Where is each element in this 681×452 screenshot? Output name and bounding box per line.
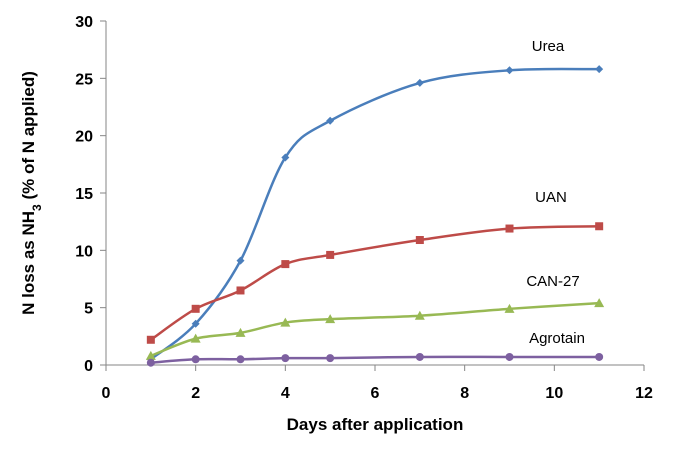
x-tick-label: 6	[371, 385, 380, 402]
y-tick-label: 25	[75, 71, 93, 88]
ticks: 0 5 10 15 20 25 30 0 2 4 6 8 10 12	[75, 14, 653, 402]
series-can-27	[145, 298, 605, 360]
series-labels: Urea UAN CAN-27 Agrotain	[526, 38, 585, 347]
y-tick-label: 10	[75, 243, 93, 260]
urea-point	[415, 78, 424, 87]
agrotain-point	[326, 354, 335, 363]
y-tick-label: 15	[75, 186, 93, 203]
y-axis-title-rest: (% of N applied)	[19, 71, 38, 204]
can-27-point	[145, 350, 156, 360]
urea-point	[326, 116, 335, 125]
agrotain-point	[505, 352, 514, 361]
x-tick-label: 10	[545, 385, 563, 402]
agrotain-point	[236, 355, 245, 364]
can-27-point	[235, 327, 246, 337]
uan-point	[236, 286, 245, 295]
agrotain-point	[146, 358, 155, 367]
series-layer	[145, 65, 605, 367]
can-27-point	[325, 314, 336, 324]
series-uan	[146, 222, 604, 344]
uan-point	[415, 236, 424, 245]
agrotain-line	[149, 355, 601, 364]
can-27-point	[190, 333, 201, 343]
x-tick-label: 8	[460, 385, 469, 402]
series-agrotain	[146, 352, 604, 367]
series-label-can-27: CAN-27	[526, 273, 579, 290]
agrotain-point	[281, 354, 290, 363]
series-label-urea: Urea	[532, 38, 565, 55]
urea-point	[595, 65, 604, 74]
can-27-point	[280, 317, 291, 327]
y-tick-label: 20	[75, 129, 93, 146]
urea-line	[149, 67, 601, 361]
uan-point	[505, 224, 514, 233]
x-tick-label: 4	[281, 385, 290, 402]
uan-point	[326, 250, 335, 259]
urea-point	[236, 256, 245, 265]
urea-point	[505, 66, 514, 75]
x-tick-label: 0	[102, 385, 111, 402]
can-27-point	[414, 310, 425, 320]
x-tick-label: 2	[191, 385, 200, 402]
agrotain-point	[595, 352, 604, 361]
y-tick-label: 0	[84, 358, 93, 375]
can-27-point	[504, 303, 515, 313]
x-axis-title: Days after application	[287, 415, 464, 434]
urea-point	[281, 153, 290, 162]
y-tick-label: 5	[84, 301, 93, 318]
y-tick-label: 30	[75, 14, 93, 31]
agrotain-point	[415, 352, 424, 361]
urea-point	[191, 319, 200, 328]
can-27-point	[594, 298, 605, 308]
series-label-uan: UAN	[535, 189, 567, 206]
x-tick-label: 12	[635, 385, 653, 402]
y-axis-title: N loss as NH3 (% of N applied)	[19, 71, 44, 315]
series-urea	[146, 65, 604, 364]
uan-point	[191, 304, 200, 313]
y-axis-title-main: N loss as NH	[19, 211, 38, 315]
uan-point	[595, 222, 604, 231]
series-label-agrotain: Agrotain	[529, 330, 585, 347]
agrotain-point	[191, 355, 200, 364]
uan-point	[146, 335, 155, 344]
uan-point	[281, 260, 290, 269]
y-axis-title-subscript: 3	[30, 204, 44, 211]
